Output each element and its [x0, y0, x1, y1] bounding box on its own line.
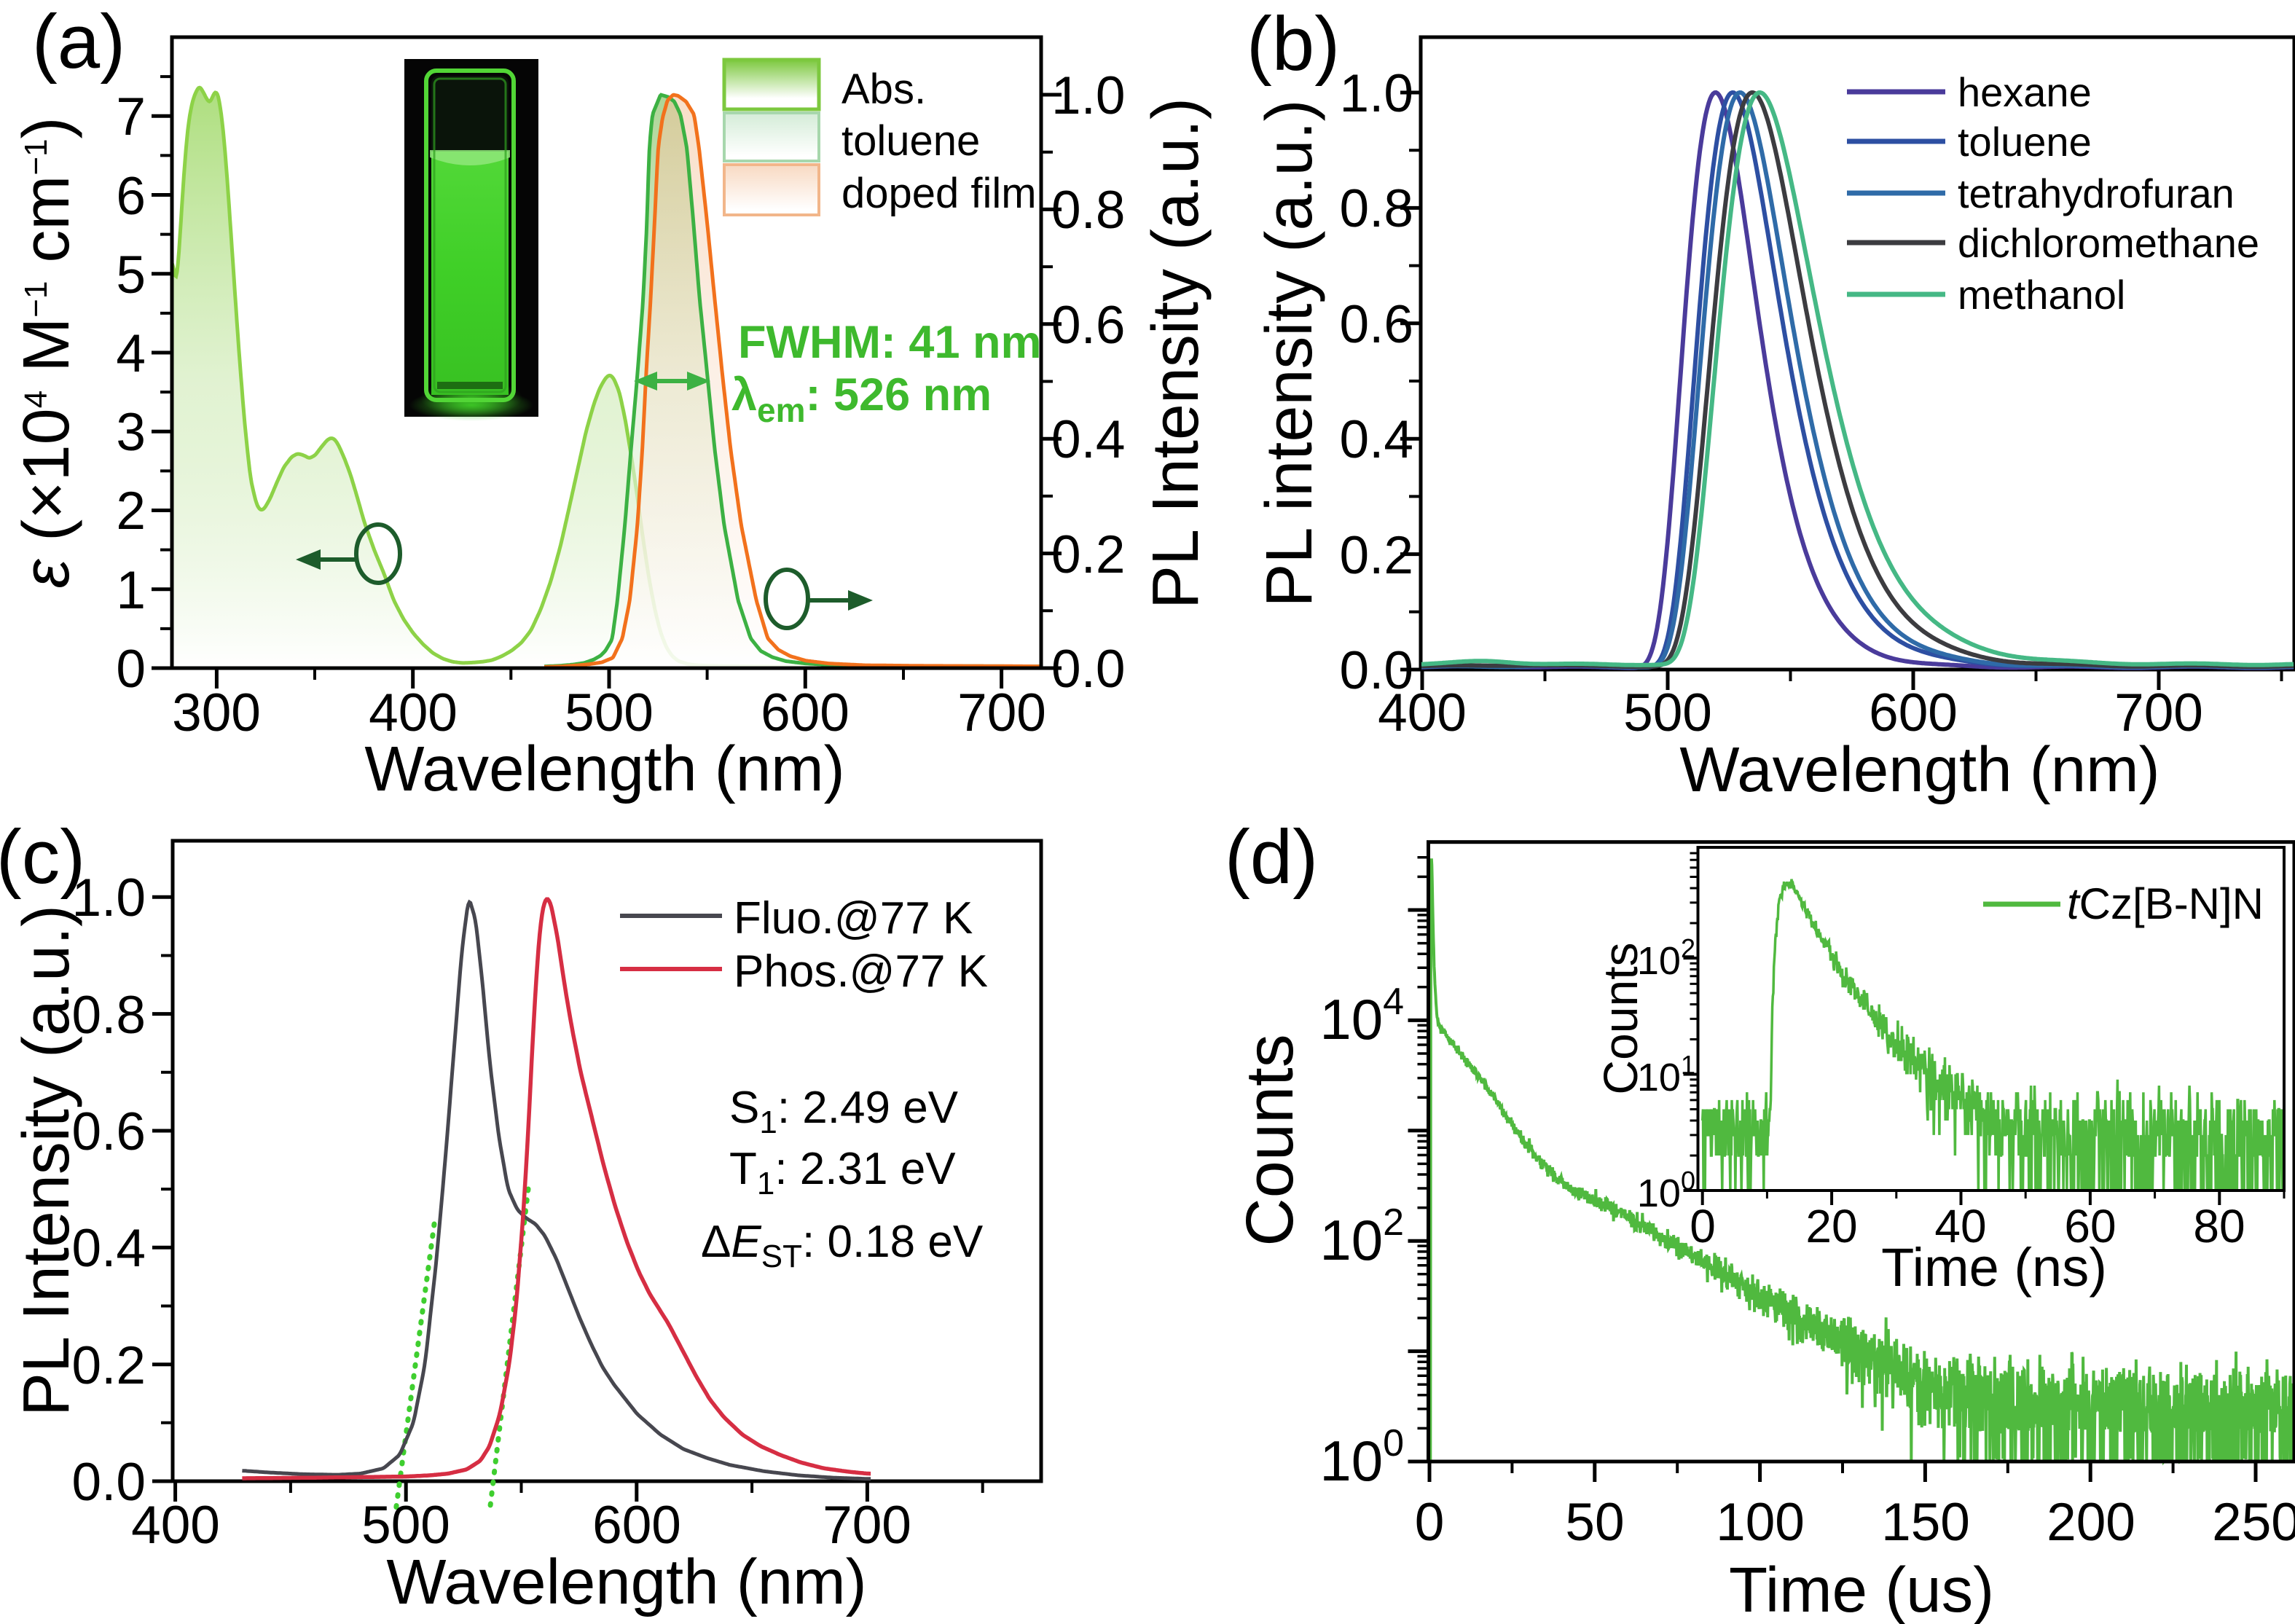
svg-text:Time (us): Time (us)	[1729, 1555, 1994, 1624]
svg-text:S1: 2.49 eV: S1: 2.49 eV	[729, 1083, 959, 1140]
svg-text:Wavelength (nm): Wavelength (nm)	[386, 1547, 866, 1617]
svg-text:0: 0	[1415, 1493, 1445, 1552]
svg-text:600: 600	[761, 683, 850, 742]
svg-text:20: 20	[1805, 1200, 1857, 1252]
svg-text:300: 300	[172, 683, 261, 742]
svg-text:(c): (c)	[0, 815, 85, 900]
svg-text:600: 600	[592, 1496, 681, 1555]
svg-text:1: 1	[116, 561, 146, 620]
svg-text:tCz[B-N]N: tCz[B-N]N	[2067, 879, 2264, 928]
svg-text:0.8: 0.8	[1340, 179, 1413, 238]
svg-text:Abs.: Abs.	[842, 66, 926, 113]
svg-text:0.6: 0.6	[1340, 295, 1413, 354]
svg-text:500: 500	[361, 1496, 450, 1555]
svg-text:doped film: doped film	[842, 170, 1037, 217]
svg-text:100: 100	[1716, 1493, 1805, 1552]
svg-text:λem: 526 nm: λem: 526 nm	[731, 369, 992, 429]
svg-text:600: 600	[1869, 683, 1958, 742]
svg-text:Counts: Counts	[1593, 942, 1647, 1094]
svg-text:102: 102	[1319, 1201, 1404, 1272]
svg-text:4: 4	[116, 324, 146, 383]
svg-text:6: 6	[116, 167, 146, 226]
svg-text:toluene: toluene	[1958, 119, 2092, 165]
svg-text:0.0: 0.0	[72, 1453, 146, 1512]
svg-text:700: 700	[823, 1496, 911, 1555]
svg-text:0.2: 0.2	[1340, 526, 1413, 585]
svg-text:80: 80	[2193, 1200, 2245, 1252]
svg-text:FWHM: 41 nm: FWHM: 41 nm	[738, 317, 1041, 368]
svg-text:700: 700	[957, 683, 1046, 742]
svg-text:0.0: 0.0	[1340, 641, 1413, 700]
svg-text:400: 400	[131, 1496, 220, 1555]
svg-text:0: 0	[116, 640, 146, 699]
svg-text:102: 102	[1637, 933, 1695, 983]
svg-text:5: 5	[116, 246, 146, 305]
svg-text:hexane: hexane	[1958, 69, 2092, 115]
svg-text:500: 500	[1623, 683, 1712, 742]
svg-text:dichloromethane: dichloromethane	[1958, 220, 2259, 266]
svg-text:Fluo.@77 K: Fluo.@77 K	[734, 893, 973, 944]
svg-text:50: 50	[1565, 1493, 1624, 1552]
svg-text:200: 200	[2047, 1493, 2135, 1552]
svg-text:3: 3	[116, 403, 146, 462]
svg-text:400: 400	[369, 683, 458, 742]
svg-text:1.0: 1.0	[1051, 66, 1125, 125]
svg-text:tetrahydrofuran: tetrahydrofuran	[1958, 170, 2235, 216]
svg-text:60: 60	[2064, 1200, 2116, 1252]
svg-text:0.6: 0.6	[72, 1102, 146, 1161]
svg-text:0.4: 0.4	[1340, 410, 1413, 469]
svg-text:PL Intensity (a.u.): PL Intensity (a.u.)	[1148, 98, 1212, 609]
svg-text:250: 250	[2212, 1493, 2295, 1552]
svg-text:150: 150	[1881, 1493, 1970, 1552]
svg-text:40: 40	[1934, 1200, 1986, 1252]
svg-text:ΔEST: 0.18 eV: ΔEST: 0.18 eV	[701, 1217, 984, 1274]
svg-text:ε (×104 M−1 cm−1): ε (×104 M−1 cm−1)	[10, 117, 83, 589]
svg-text:(a): (a)	[32, 0, 125, 85]
svg-text:7: 7	[116, 87, 146, 146]
svg-text:(b): (b)	[1247, 1, 1340, 87]
svg-text:100: 100	[1319, 1422, 1404, 1493]
svg-text:(d): (d)	[1225, 815, 1318, 900]
svg-text:2: 2	[116, 482, 146, 541]
svg-text:T1: 2.31 eV: T1: 2.31 eV	[729, 1144, 956, 1201]
svg-text:0.6: 0.6	[1051, 296, 1125, 355]
svg-text:0.8: 0.8	[1051, 181, 1125, 240]
svg-text:toluene: toluene	[842, 117, 980, 165]
svg-text:Wavelength (nm): Wavelength (nm)	[364, 734, 844, 804]
svg-text:Phos.@77 K: Phos.@77 K	[734, 946, 988, 997]
svg-text:0.4: 0.4	[1051, 410, 1125, 469]
svg-text:PL Intensity (a.u.): PL Intensity (a.u.)	[10, 905, 83, 1416]
svg-text:0.2: 0.2	[72, 1336, 146, 1395]
svg-text:0.0: 0.0	[1051, 640, 1125, 699]
svg-text:700: 700	[2114, 683, 2203, 742]
svg-text:methanol: methanol	[1958, 272, 2125, 318]
svg-text:Time (ns): Time (ns)	[1881, 1237, 2107, 1298]
svg-text:0.2: 0.2	[1051, 525, 1125, 584]
svg-text:1.0: 1.0	[72, 868, 146, 927]
svg-text:1.0: 1.0	[1340, 64, 1413, 123]
svg-text:0.4: 0.4	[72, 1219, 146, 1278]
svg-text:PL intensity (a.u.): PL intensity (a.u.)	[1253, 100, 1326, 608]
svg-text:Wavelength (nm): Wavelength (nm)	[1679, 734, 2159, 805]
svg-text:500: 500	[565, 683, 654, 742]
svg-text:100: 100	[1637, 1166, 1695, 1215]
svg-text:0: 0	[1690, 1200, 1716, 1252]
svg-text:400: 400	[1378, 683, 1467, 742]
svg-text:104: 104	[1319, 981, 1404, 1051]
svg-text:Counts: Counts	[1233, 1034, 1307, 1247]
svg-text:0.8: 0.8	[72, 986, 146, 1045]
